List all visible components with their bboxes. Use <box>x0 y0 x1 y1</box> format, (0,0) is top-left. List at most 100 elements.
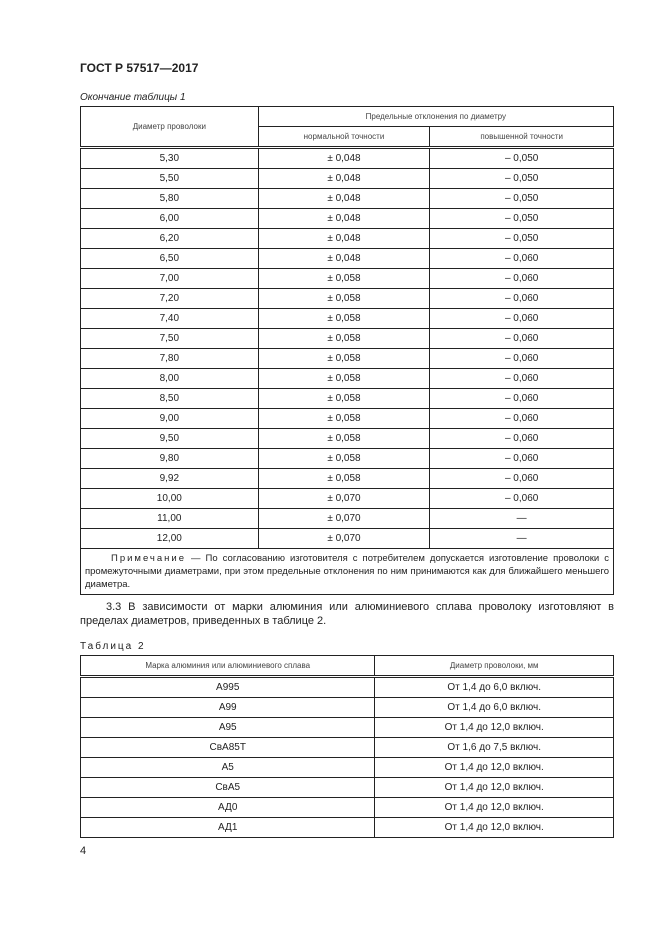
table-cell: 5,50 <box>80 168 259 189</box>
note-text: — По согласованию изготовителя с потреби… <box>85 553 609 590</box>
table-cell: – 0,050 <box>429 208 614 229</box>
table-row: 6,20 ± 0,048– 0,050 <box>80 228 614 249</box>
table-cell: ± 0,058 <box>257 268 431 289</box>
table-row: А995 От 1,4 до 6,0 включ. <box>79 675 614 698</box>
table-cell: 6,00 <box>80 208 259 229</box>
col-header-diameter-mm: Диаметр проволоки, мм <box>374 655 614 677</box>
table-row: 9,50 ± 0,058– 0,060 <box>80 428 614 449</box>
table-cell: 7,50 <box>80 328 259 349</box>
table-cell: – 0,060 <box>429 368 614 389</box>
table-cell: ± 0,058 <box>257 348 431 369</box>
table-cell: — <box>429 508 614 529</box>
table-cell: ± 0,058 <box>257 368 431 389</box>
table-cell: От 1,4 до 12,0 включ. <box>374 797 614 818</box>
table-row: 11,00 ± 0,070— <box>80 508 614 529</box>
table-2: Марка алюминия или алюминиевого сплава Ди… <box>79 655 614 838</box>
table-cell: АД0 <box>79 797 376 818</box>
table-note: Примечание — По согласованию изготовител… <box>80 548 614 595</box>
table-cell: А5 <box>79 757 376 778</box>
table-cell: 9,00 <box>80 408 259 429</box>
table-cell: ± 0,048 <box>257 248 431 269</box>
table-row: 5,50 ± 0,048– 0,050 <box>80 168 614 189</box>
table-cell: – 0,060 <box>429 308 614 329</box>
table-cell: ± 0,070 <box>257 488 431 509</box>
table-cell: 7,40 <box>80 308 259 329</box>
table-row: 7,80 ± 0,058– 0,060 <box>80 348 614 369</box>
table-row: АД1 От 1,4 до 12,0 включ. <box>79 817 614 838</box>
col-header-diameter: Диаметр проволоки <box>80 106 259 148</box>
table-cell: 7,80 <box>80 348 259 369</box>
table-cell: – 0,050 <box>429 188 614 209</box>
table-row: А99 От 1,4 до 6,0 включ. <box>79 697 614 718</box>
table-cell: ± 0,058 <box>257 408 431 429</box>
table-cell: ± 0,048 <box>257 228 431 249</box>
table-cell: 12,00 <box>80 528 259 549</box>
table-cell: ± 0,070 <box>257 528 431 549</box>
table-row: 5,30 ± 0,048– 0,050 <box>80 146 614 169</box>
table-cell: – 0,060 <box>429 268 614 289</box>
table-cell: А995 <box>79 675 376 698</box>
table-cell: 9,92 <box>80 468 259 489</box>
table-cell: А95 <box>79 717 376 738</box>
table-cell: 5,30 <box>80 146 259 169</box>
paragraph-3-3: 3.3 В зависимости от марки алюминия или … <box>80 601 614 627</box>
table-cell: – 0,060 <box>429 488 614 509</box>
table-cell: АД1 <box>79 817 376 838</box>
table-cell: 6,20 <box>80 228 259 249</box>
table-row: 7,20 ± 0,058– 0,060 <box>80 288 614 309</box>
table-cell: – 0,060 <box>429 288 614 309</box>
table2-caption: Таблица 2 <box>80 641 146 652</box>
table-cell: 8,50 <box>80 388 259 409</box>
table-cell: – 0,060 <box>429 328 614 349</box>
table-cell: – 0,060 <box>429 388 614 409</box>
table-cell: ± 0,058 <box>257 448 431 469</box>
table-row: 9,80 ± 0,058– 0,060 <box>80 448 614 469</box>
table-cell: СвА85Т <box>79 737 376 758</box>
table-cell: ± 0,048 <box>257 146 431 169</box>
table-cell: ± 0,058 <box>257 328 431 349</box>
table-cell: – 0,060 <box>429 448 614 469</box>
col-header-normal: нормальной точности <box>257 126 431 148</box>
table-cell: ± 0,070 <box>257 508 431 529</box>
table-cell: 9,50 <box>80 428 259 449</box>
table-row: 6,00 ± 0,048– 0,050 <box>80 208 614 229</box>
table-cell: ± 0,058 <box>257 308 431 329</box>
col-header-high: повышенной точности <box>429 126 614 148</box>
page-number: 4 <box>80 845 87 857</box>
table-row: СвА5 От 1,4 до 12,0 включ. <box>79 777 614 798</box>
table-cell: – 0,060 <box>429 248 614 269</box>
table-cell: 9,80 <box>80 448 259 469</box>
table-cell: От 1,4 до 12,0 включ. <box>374 777 614 798</box>
table-cell: От 1,4 до 6,0 включ. <box>374 697 614 718</box>
table-1: Диаметр проволоки Предельные отклонения п… <box>80 106 615 595</box>
table-cell: От 1,4 до 6,0 включ. <box>374 675 614 698</box>
table-cell: – 0,060 <box>429 468 614 489</box>
table-row: 10,00 ± 0,070– 0,060 <box>80 488 614 509</box>
table-cell: А99 <box>79 697 376 718</box>
col-header-grade: Марка алюминия или алюминиевого сплава <box>79 655 376 677</box>
table-row: АД0 От 1,4 до 12,0 включ. <box>79 797 614 818</box>
table-cell: 6,50 <box>80 248 259 269</box>
col-header-group: Предельные отклонения по диаметру <box>257 106 615 127</box>
table-row: 7,40 ± 0,058– 0,060 <box>80 308 614 329</box>
table-cell: От 1,4 до 12,0 включ. <box>374 757 614 778</box>
table-cell: 11,00 <box>80 508 259 529</box>
table-cell: — <box>429 528 614 549</box>
table1-caption: Окончание таблицы 1 <box>80 92 186 103</box>
table-cell: ± 0,058 <box>257 388 431 409</box>
table-row: 9,92 ± 0,058– 0,060 <box>80 468 614 489</box>
table-cell: – 0,050 <box>429 228 614 249</box>
document-header: ГОСТ Р 57517—2017 <box>80 61 199 75</box>
table-cell: – 0,050 <box>429 146 614 169</box>
table-cell: 7,20 <box>80 288 259 309</box>
table-row: СвА85Т От 1,6 до 7,5 включ. <box>79 737 614 758</box>
table-cell: ± 0,048 <box>257 208 431 229</box>
table-row: 5,80 ± 0,048– 0,050 <box>80 188 614 209</box>
table-cell: – 0,050 <box>429 168 614 189</box>
table-cell: ± 0,058 <box>257 288 431 309</box>
note-label: Примечание <box>111 553 186 564</box>
table-cell: ± 0,048 <box>257 168 431 189</box>
table-cell: ± 0,048 <box>257 188 431 209</box>
table-cell: СвА5 <box>79 777 376 798</box>
